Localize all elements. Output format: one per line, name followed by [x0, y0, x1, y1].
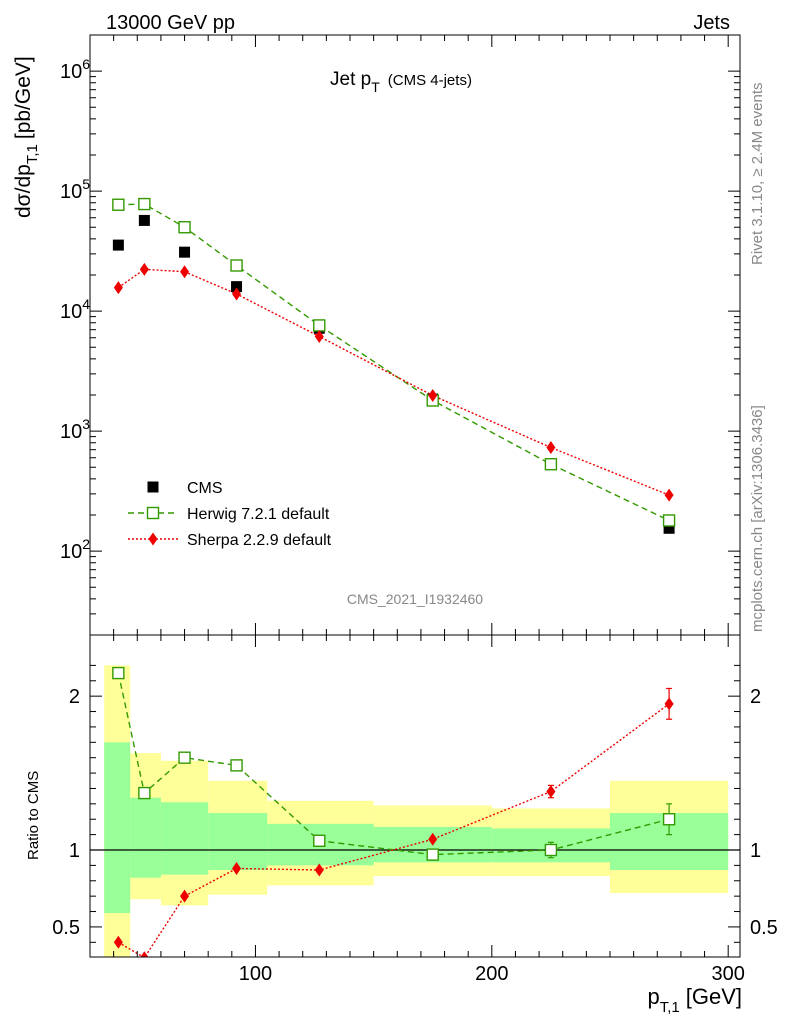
ratio-series-point-1 [232, 861, 242, 875]
legend-entry-label: CMS [187, 480, 223, 497]
top-y-axis-label: dσ/dpT,1 [pb/GeV] [12, 56, 41, 218]
ratio-series-point-1 [664, 697, 674, 711]
top-series-point-2 [139, 262, 149, 276]
ratio-series-point-0 [230, 759, 243, 772]
ratio-y-tick-label-left: 2 [69, 686, 80, 708]
analysis-id-label: CMS_2021_I1932460 [347, 591, 483, 607]
ratio-y-tick-label-left: 0.5 [52, 917, 80, 939]
bottom-panel-frame [89, 634, 741, 958]
top-series-point-1 [230, 259, 243, 272]
top-y-axis-main: dσ/dp [12, 164, 35, 218]
top-series-point-2 [546, 441, 556, 455]
bottom-panel: 0.5 0.5 1 1 2 2 100 200 300 Ratio to CMS pT,1 [Ge… [25, 634, 778, 1016]
header-right-label: Jets [693, 12, 730, 34]
top-series-point-0 [179, 246, 191, 258]
top-y-tick-label: 103 [60, 416, 90, 443]
uncertainty-band-stat [160, 802, 209, 875]
title-note: (CMS 4-jets) [388, 72, 472, 89]
top-series-point-1 [313, 319, 326, 332]
rivet-version-label: Rivet 3.1.10, ≥ 2.4M events [749, 83, 766, 266]
ratio-series-point-1 [546, 785, 556, 799]
ratio-y-tick-label-right: 1 [750, 840, 761, 862]
x-axis-main: p [647, 984, 659, 1009]
top-series-point-0 [231, 281, 243, 293]
legend-marker [146, 506, 160, 520]
top-series-point-2 [428, 389, 438, 403]
ratio-series-point-0 [112, 666, 125, 680]
ratio-series-point-0 [662, 813, 676, 826]
legend-marker [148, 532, 158, 546]
ratio-series-point-0 [313, 834, 326, 847]
ratio-series-point-0 [426, 848, 439, 861]
x-axis-unit: [GeV] [686, 984, 742, 1009]
legend-entry-label: Sherpa 2.2.9 default [187, 532, 332, 549]
mcplots-source-label: mcplots.cern.ch [arXiv:1306.3436] [749, 405, 766, 632]
x-axis-label: pT,1 [GeV] [647, 984, 742, 1016]
x-axis-subscript: T,1 [660, 999, 680, 1016]
x-tick-label: 100 [239, 963, 272, 985]
ratio-plot-content [90, 665, 740, 957]
top-series-point-2 [180, 265, 190, 279]
header-left-label: 13000 GeV pp [106, 12, 235, 34]
uncertainty-band-stat [130, 797, 161, 878]
title-subscript: T [371, 79, 380, 95]
top-series-point-2 [113, 281, 123, 295]
top-series-point-2 [232, 287, 242, 301]
ratio-y-axis-label: Ratio to CMS [25, 771, 42, 860]
ratio-series-point-1 [140, 951, 149, 957]
bottom-plot-area: 0.5 0.5 1 1 2 2 100 200 300 [52, 635, 778, 985]
ratio-series-point-0 [138, 786, 151, 800]
x-tick-label: 300 [711, 963, 744, 985]
ratio-series-point-1 [113, 935, 123, 949]
ratio-series-point-0 [544, 843, 558, 857]
top-series-point-1 [138, 197, 151, 211]
top-series-line-1 [118, 203, 670, 522]
ratio-series-point-1 [428, 832, 438, 846]
top-y-tick-label: 104 [60, 296, 90, 323]
ratio-series-point-1 [180, 889, 190, 903]
top-plot-area: 102 103 104 105 106 [60, 34, 740, 636]
top-series-point-1 [662, 514, 676, 527]
top-y-tick-label: 106 [60, 56, 90, 83]
top-series-point-0 [138, 214, 150, 226]
ratio-y-tick-label-left: 1 [69, 840, 80, 862]
top-y-tick-label: 102 [60, 536, 90, 563]
top-series-point-1 [178, 221, 191, 234]
legend-entry-label: Herwig 7.2.1 default [187, 506, 330, 523]
ratio-series-line-0 [117, 672, 670, 856]
uncertainty-band-stat [208, 813, 268, 870]
top-series-line-2 [117, 268, 670, 496]
top-panel-title: Jet pT (CMS 4-jets) [330, 69, 472, 95]
top-series-point-2 [664, 488, 674, 502]
top-panel: 102 103 104 105 106 Jet pT (CMS 4-jets) dσ/dp… [12, 34, 741, 636]
top-y-tick-label: 105 [60, 176, 90, 203]
x-tick-label: 200 [475, 963, 508, 985]
uncertainty-band-stat [104, 742, 131, 914]
ratio-y-tick-label-right: 2 [750, 686, 761, 708]
legend-marker [147, 481, 159, 493]
ratio-series-point-0 [178, 751, 191, 764]
top-series-point-1 [112, 198, 125, 211]
ratio-series-line-1 [118, 703, 670, 957]
top-series-point-0 [663, 522, 675, 534]
top-y-axis-subscript: T,1 [24, 144, 41, 164]
legend: CMS Herwig 7.2.1 default Sherpa 2.2.9 defa… [128, 480, 332, 549]
top-y-axis-unit: [pb/GeV] [12, 56, 35, 139]
top-series-point-0 [112, 239, 124, 251]
top-series-point-2 [314, 329, 324, 343]
ratio-y-tick-label-right: 0.5 [750, 917, 778, 939]
title-main: Jet p [330, 69, 371, 90]
top-series-point-1 [544, 458, 558, 471]
ratio-series-point-1 [314, 863, 324, 877]
